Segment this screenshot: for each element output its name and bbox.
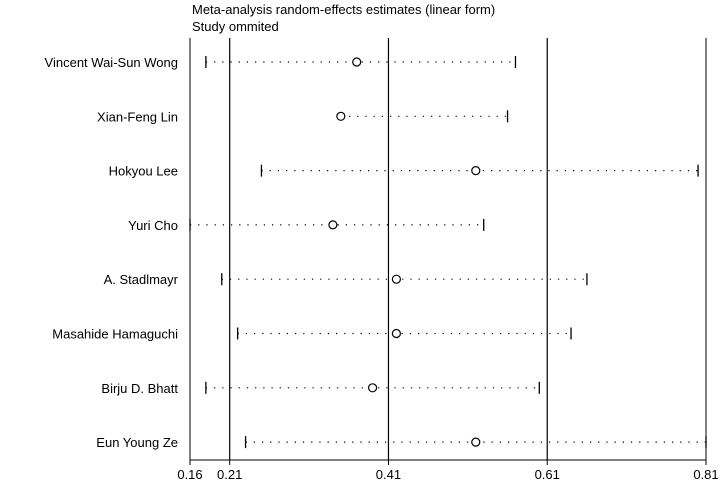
study-estimate-marker (328, 220, 338, 230)
x-tick-label: 0.81 (693, 467, 718, 482)
study-label: Yuri Cho (128, 218, 178, 233)
study-label: Vincent Wai-Sun Wong (45, 55, 178, 70)
study-label: Eun Young Ze (96, 435, 178, 450)
x-tick-label: 0.61 (535, 467, 560, 482)
x-tick-label: 0.41 (376, 467, 401, 482)
study-label: Xian-Feng Lin (97, 109, 178, 124)
study-estimate-marker (471, 166, 481, 176)
study-estimate-marker (352, 57, 362, 67)
study-estimate-marker (471, 437, 481, 447)
chart-title: Meta-analysis random-effects estimates (… (192, 2, 496, 17)
study-label: Birju D. Bhatt (101, 381, 178, 396)
study-label: Hokyou Lee (109, 164, 178, 179)
study-label: A. Stadlmayr (104, 272, 179, 287)
chart-subtitle: Study ommited (192, 19, 279, 34)
study-estimate-marker (391, 274, 401, 284)
study-estimate-marker (391, 328, 401, 339)
study-estimate-marker (336, 111, 346, 121)
x-tick-label: 0.16 (177, 467, 202, 482)
study-estimate-marker (367, 383, 378, 393)
study-label: Masahide Hamaguchi (52, 327, 178, 342)
x-tick-label: 0.21 (217, 467, 242, 482)
